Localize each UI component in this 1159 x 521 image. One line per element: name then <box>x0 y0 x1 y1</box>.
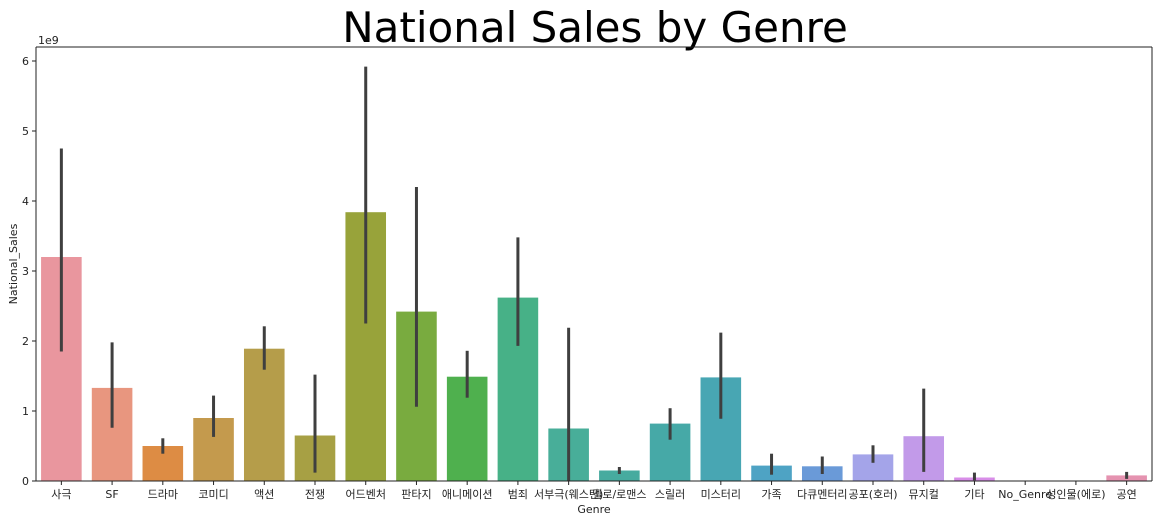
bar-11 <box>599 470 640 481</box>
x-tick-label-19: No_Genre <box>998 488 1052 501</box>
y-tick-label-2: 2 <box>22 335 29 348</box>
y-tick-label-5: 5 <box>22 125 29 138</box>
x-tick-label-3: 코미디 <box>198 488 228 501</box>
y-tick-label-3: 3 <box>22 265 29 278</box>
bar-4 <box>243 348 285 481</box>
y-tick-label-4: 4 <box>22 195 29 208</box>
y-ticks-group: 0 1 2 3 4 5 6 <box>22 55 36 488</box>
x-tick-label-7: 판타지 <box>401 488 431 501</box>
x-tick-label-18: 기타 <box>964 488 984 501</box>
x-tick-label-13: 미스터리 <box>701 488 741 501</box>
y-offset-label: 1e9 <box>38 34 59 47</box>
x-tick-label-6: 어드벤처 <box>345 488 385 501</box>
x-tick-label-8: 애니메이션 <box>442 488 493 501</box>
chart-title: National Sales by Genre <box>342 3 848 52</box>
x-tick-label-9: 범죄 <box>508 488 528 501</box>
x-tick-label-0: 사극 <box>51 488 71 501</box>
x-tick-label-21: 공연 <box>1117 488 1137 501</box>
x-ticks-group: 사극 SF 드라마 코미디 액션 전쟁 어드벤처 판타지 애니메이션 범죄 서부극(웨스턴)멜로/로… <box>51 481 1137 501</box>
x-tick-label-2: 드라마 <box>148 488 178 501</box>
y-tick-label-1: 1 <box>22 405 29 418</box>
x-tick-label-4: 액션 <box>254 488 274 501</box>
x-tick-label-11: 멜로/로맨스 <box>592 488 646 501</box>
error-bars-group <box>59 66 1129 481</box>
x-tick-label-15: 다큐멘터리 <box>797 488 848 501</box>
y-axis-label: National_Sales <box>7 223 20 304</box>
bars-group <box>41 212 1147 481</box>
x-tick-label-5: 전쟁 <box>305 488 325 501</box>
x-axis-label: Genre <box>577 503 611 516</box>
x-tick-label-17: 뮤지컬 <box>909 488 939 501</box>
x-tick-label-20: 성인물(에로) <box>1046 488 1105 501</box>
x-tick-label-14: 가족 <box>761 488 781 501</box>
y-tick-label-6: 6 <box>22 55 29 68</box>
x-tick-label-16: 공포(호러) <box>848 488 897 501</box>
x-tick-label-10: 서부극(웨스턴) <box>534 488 603 501</box>
x-tick-label-12: 스릴러 <box>655 488 685 501</box>
y-tick-label-0: 0 <box>22 475 29 488</box>
x-tick-label-1: SF <box>105 488 118 501</box>
